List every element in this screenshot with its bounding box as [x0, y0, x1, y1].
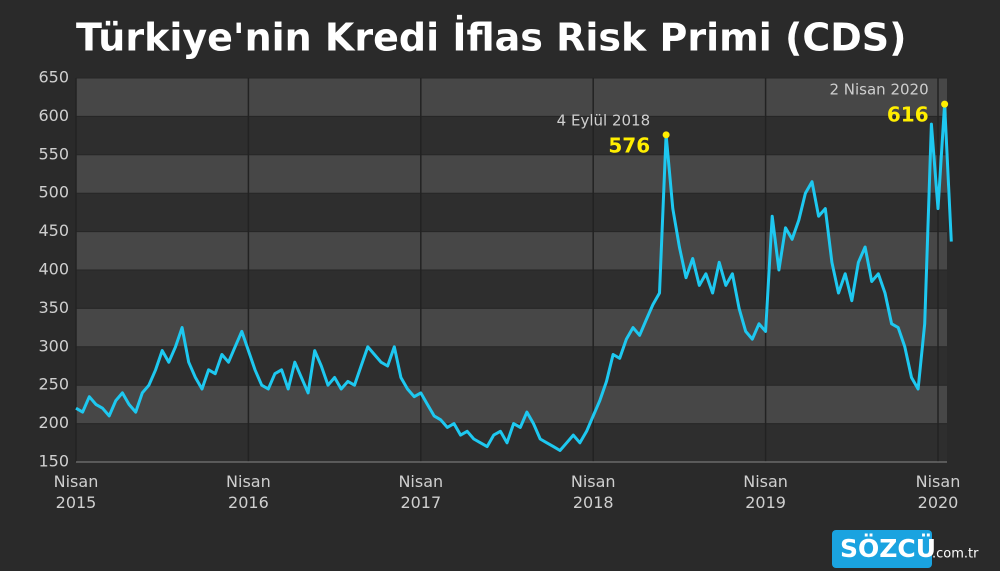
y-tick-label: 350 [38, 298, 69, 317]
annotation-label: 4 Eylül 2018 [557, 111, 650, 129]
chart-title: Türkiye'nin Kredi İflas Risk Primi (CDS) [76, 16, 907, 60]
band [76, 78, 947, 117]
y-tick-label: 600 [38, 106, 69, 125]
annotation-dot [662, 131, 670, 139]
x-tick-label: Nisan 2019 [743, 472, 788, 512]
x-tick-label: Nisan 2015 [54, 472, 99, 512]
x-tick-label: Nisan 2017 [398, 472, 443, 512]
y-tick-label: 200 [38, 413, 69, 432]
band [76, 116, 947, 155]
y-tick-label: 400 [38, 260, 69, 279]
band [76, 270, 947, 309]
y-tick-label: 550 [38, 144, 69, 163]
band [76, 154, 947, 194]
annotation-value: 576 [608, 133, 650, 157]
y-tick-label: 500 [38, 183, 69, 202]
x-tick-label: Nisan 2018 [571, 472, 616, 512]
annotation-value: 616 [887, 103, 929, 127]
plot-area: 150 200 250 300 350 400 450 500 550 600 650 Nisan 20… [38, 68, 960, 512]
logo-box [832, 530, 932, 568]
y-tick-label: 150 [38, 452, 69, 471]
y-tick-label: 250 [38, 375, 69, 394]
x-tick-label: Nisan 2020 [916, 472, 961, 512]
y-tick-label: 300 [38, 336, 69, 355]
y-tick-label: 650 [38, 68, 69, 87]
band [76, 308, 947, 347]
annotation-dot [941, 100, 949, 108]
logo-suffix: .com.tr [932, 547, 979, 562]
line [75, 102, 953, 452]
band [76, 231, 947, 270]
x-tick-label: Nisan 2016 [226, 472, 271, 512]
logo: SÖZCÜ [840, 533, 936, 563]
annotation-label: 2 Nisan 2020 [829, 81, 928, 99]
y-tick-label: 450 [38, 221, 69, 240]
band [76, 385, 947, 424]
